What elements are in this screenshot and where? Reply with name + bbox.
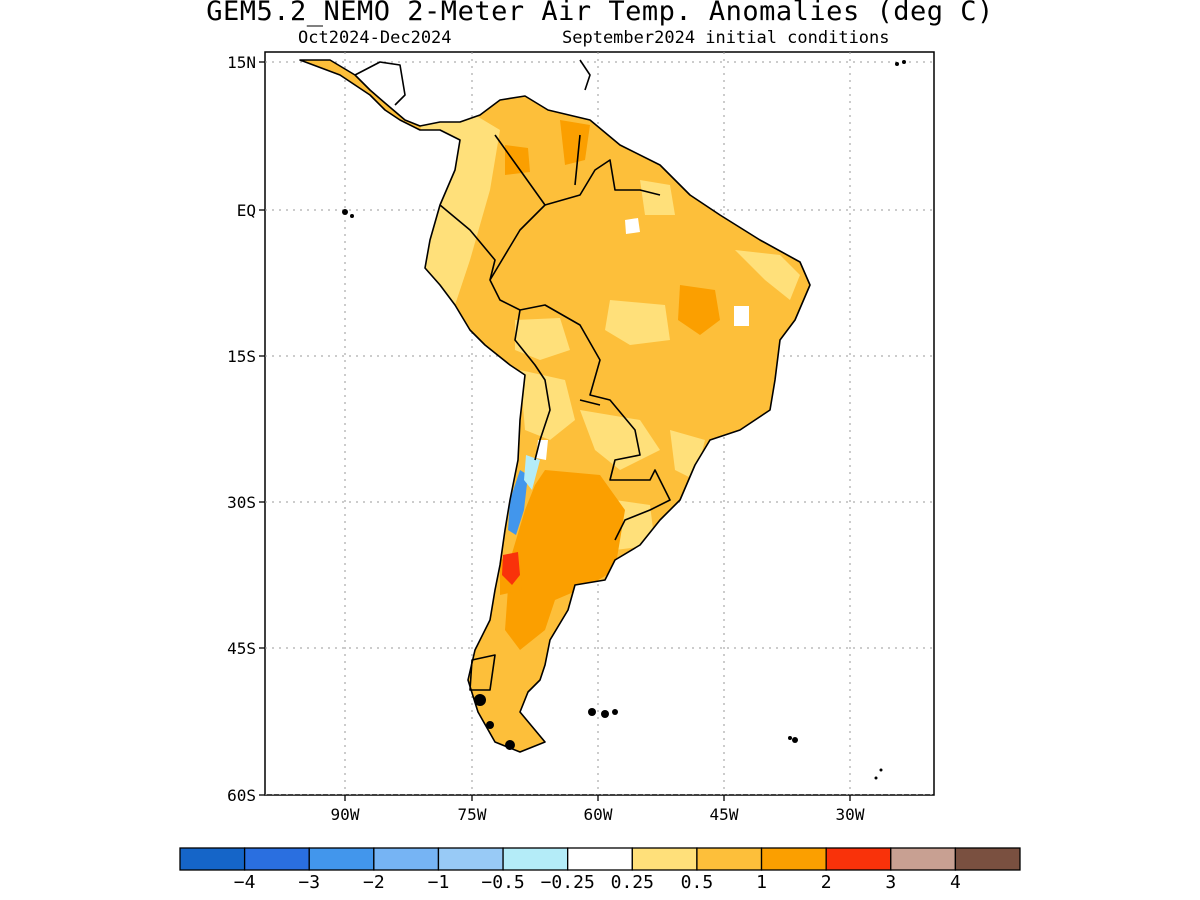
colorbar-label: 2 bbox=[821, 872, 832, 893]
colorbar-swatch bbox=[696, 847, 763, 871]
colorbar-label: 0.5 bbox=[681, 872, 714, 893]
colorbar-label: −0.25 bbox=[541, 872, 595, 893]
islands bbox=[342, 60, 906, 780]
colorbar-label: −1 bbox=[428, 872, 450, 893]
lat-label: 30S bbox=[227, 493, 256, 512]
colorbar-swatch bbox=[373, 847, 440, 871]
colorbar-swatch bbox=[502, 847, 569, 871]
colorbar-label: 0.25 bbox=[611, 872, 654, 893]
colorbar-label: −3 bbox=[298, 872, 320, 893]
latitude-labels: 15N EQ 15S 30S 45S 60S bbox=[227, 53, 265, 805]
forecast-period: Oct2024-Dec2024 bbox=[298, 28, 452, 48]
colorbar-swatch bbox=[825, 847, 892, 871]
lat-label: EQ bbox=[237, 201, 256, 220]
colorbar-swatch bbox=[567, 847, 633, 871]
lat-label: 15N bbox=[227, 53, 256, 72]
coastline bbox=[299, 59, 811, 753]
initial-conditions: September2024 initial conditions bbox=[562, 28, 890, 48]
colorbar-swatch bbox=[631, 847, 698, 871]
lon-label: 30W bbox=[836, 805, 865, 824]
colorbar-swatch bbox=[243, 847, 310, 871]
colorbar-label: −4 bbox=[234, 872, 256, 893]
colorbar-swatch bbox=[890, 847, 957, 871]
colorbar: −4 −3 −2 −1 −0.5 −0.25 0.25 0.5 1 2 3 4 bbox=[179, 847, 1021, 893]
lat-label: 45S bbox=[227, 639, 256, 658]
colorbar-label: 1 bbox=[756, 872, 767, 893]
lat-label: 15S bbox=[227, 347, 256, 366]
colorbar-swatch bbox=[760, 847, 827, 871]
lon-label: 90W bbox=[331, 805, 360, 824]
colorbar-label: 3 bbox=[885, 872, 896, 893]
colorbar-label: −2 bbox=[363, 872, 385, 893]
lon-label: 45W bbox=[710, 805, 739, 824]
longitude-labels: 90W 75W 60W 45W 30W bbox=[331, 795, 865, 824]
colorbar-swatch bbox=[437, 847, 504, 871]
colorbar-label: 4 bbox=[950, 872, 961, 893]
colorbar-swatch bbox=[308, 847, 375, 871]
colorbar-label: −0.5 bbox=[481, 872, 524, 893]
colorbar-swatch bbox=[954, 847, 1021, 871]
lon-label: 60W bbox=[584, 805, 613, 824]
lon-label: 75W bbox=[458, 805, 487, 824]
colorbar-swatch bbox=[179, 847, 246, 871]
map-title: GEM5.2_NEMO 2-Meter Air Temp. Anomalies … bbox=[206, 0, 994, 27]
lat-label: 60S bbox=[227, 786, 256, 805]
